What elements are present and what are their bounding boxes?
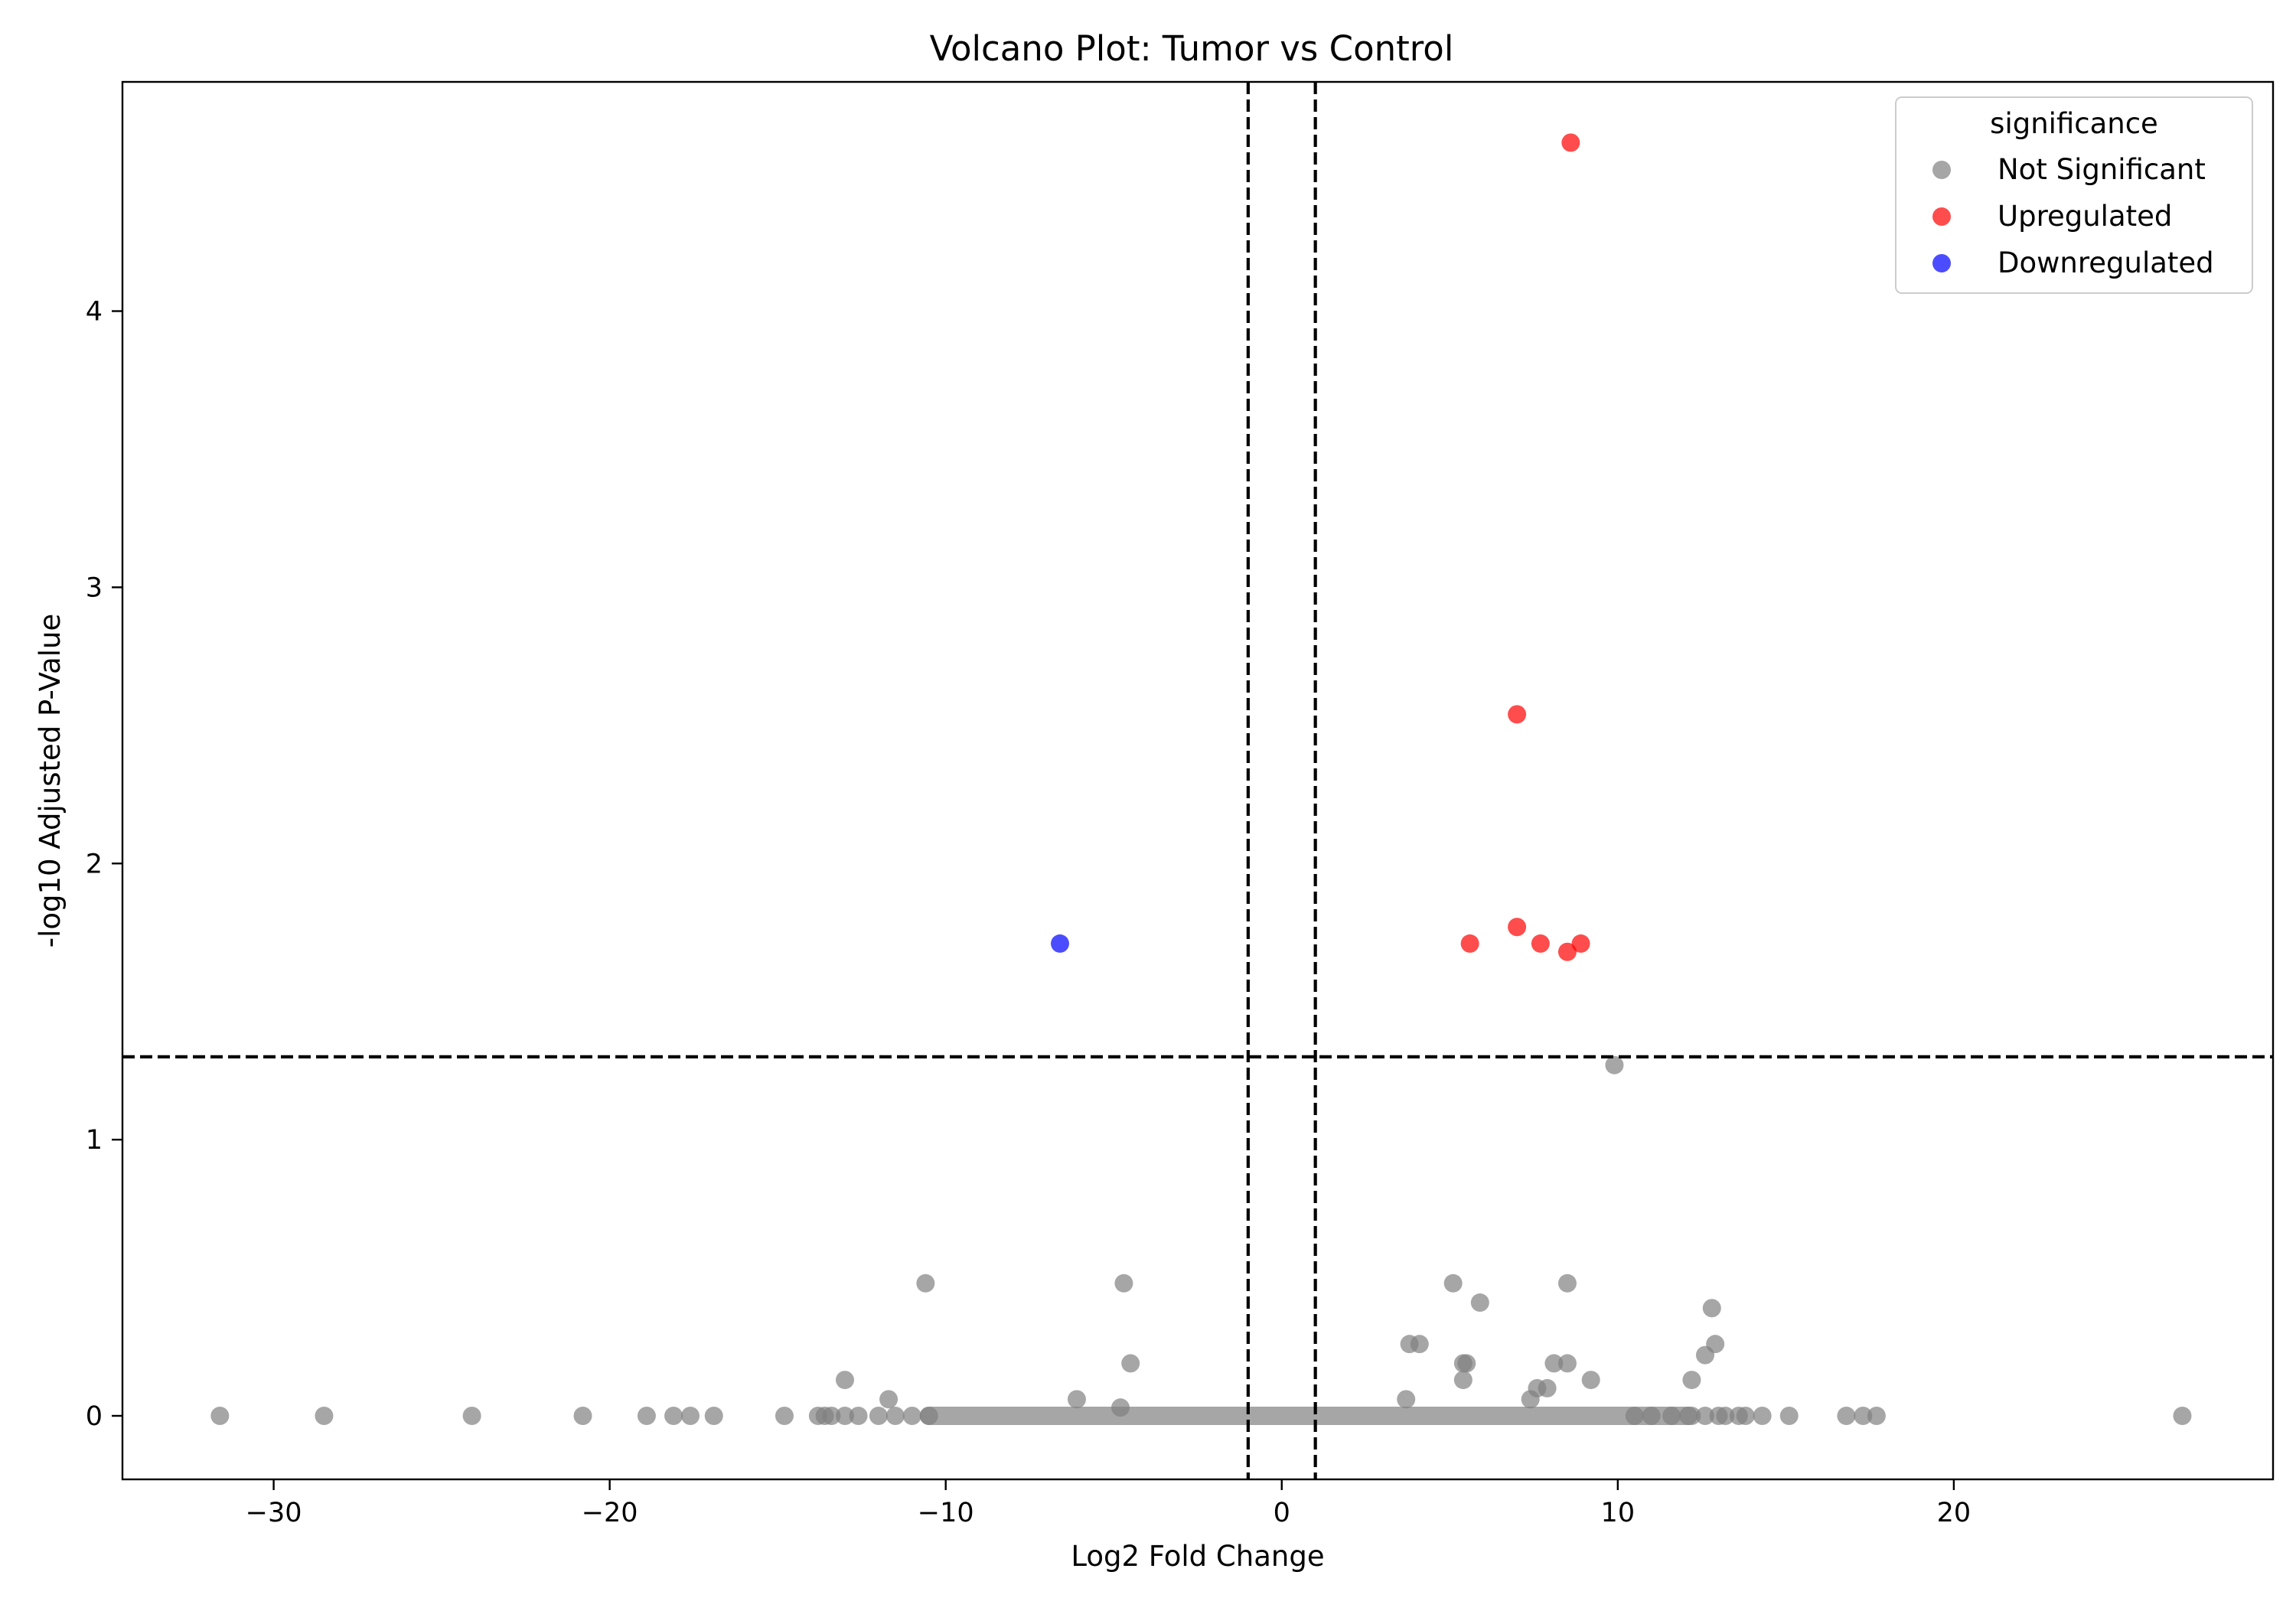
plot-marks xyxy=(122,82,2273,1479)
data-point xyxy=(1695,1407,1714,1425)
x-tick-label: −30 xyxy=(246,1498,302,1528)
series-upregulated xyxy=(1460,133,1590,961)
x-tick-label: −20 xyxy=(582,1498,638,1528)
data-point xyxy=(1508,918,1527,937)
data-point xyxy=(835,1371,854,1390)
data-point xyxy=(1702,1299,1721,1318)
data-point xyxy=(1410,1335,1429,1354)
data-point xyxy=(1736,1407,1755,1425)
data-point xyxy=(1682,1371,1701,1390)
data-point xyxy=(1050,934,1069,953)
x-axis: −30 −20 −10 0 10 20 xyxy=(246,1479,1971,1528)
legend-marker-not-significant xyxy=(1932,161,1951,179)
x-tick-label: −10 xyxy=(918,1498,974,1528)
data-point xyxy=(1111,1398,1130,1417)
y-tick-label: 2 xyxy=(86,849,103,879)
data-point xyxy=(210,1407,230,1425)
legend-label-downregulated: Downregulated xyxy=(1998,246,2214,279)
data-point xyxy=(1557,1273,1577,1293)
plot-frame xyxy=(121,80,2275,1481)
data-point xyxy=(1706,1335,1725,1354)
data-point xyxy=(1867,1407,1886,1425)
data-point xyxy=(1662,1407,1681,1425)
series-downregulated xyxy=(1050,934,1069,953)
data-point xyxy=(1557,942,1577,961)
data-point xyxy=(879,1390,899,1409)
data-point xyxy=(849,1407,868,1425)
data-point xyxy=(775,1407,794,1425)
data-point xyxy=(1679,1407,1698,1425)
data-point xyxy=(664,1407,683,1425)
data-point xyxy=(1067,1390,1086,1409)
y-axis: 0 1 2 3 4 xyxy=(86,297,122,1432)
data-point xyxy=(637,1407,656,1425)
data-point xyxy=(1460,934,1479,953)
data-point xyxy=(1121,1354,1140,1373)
data-point xyxy=(1561,133,1580,152)
data-point xyxy=(1716,1407,1735,1425)
data-point xyxy=(1397,1390,1416,1409)
data-point xyxy=(902,1407,921,1425)
legend-marker-upregulated xyxy=(1932,207,1951,226)
data-point xyxy=(916,1273,935,1293)
chart-title: Volcano Plot: Tumor vs Control xyxy=(930,28,1454,69)
data-point xyxy=(1508,705,1527,724)
data-point xyxy=(1854,1407,1873,1425)
data-point xyxy=(1114,1273,1133,1293)
data-point xyxy=(1605,1055,1624,1075)
data-point xyxy=(1837,1407,1856,1425)
legend-entries: Not Significant Upregulated Downregulated xyxy=(1932,153,2214,279)
legend-marker-downregulated xyxy=(1932,254,1951,272)
data-point xyxy=(315,1407,334,1425)
data-point xyxy=(1453,1371,1473,1390)
dense-point-band xyxy=(919,1407,1701,1425)
series-not-significant xyxy=(210,1055,2192,1425)
y-tick-label: 3 xyxy=(86,572,103,603)
data-point xyxy=(1538,1378,1557,1397)
data-point xyxy=(1470,1293,1489,1313)
data-point xyxy=(822,1407,841,1425)
legend-label-not-significant: Not Significant xyxy=(1998,153,2206,186)
data-point xyxy=(681,1407,700,1425)
data-point xyxy=(1544,1354,1564,1373)
legend-label-upregulated: Upregulated xyxy=(1998,200,2172,233)
data-point xyxy=(1581,1371,1600,1390)
data-point xyxy=(1753,1407,1772,1425)
data-point xyxy=(1642,1407,1661,1425)
legend-box xyxy=(1895,96,2253,294)
legend-title: significance xyxy=(1990,107,2158,140)
y-tick-label: 1 xyxy=(86,1125,103,1156)
x-axis-label: Log2 Fold Change xyxy=(1071,1540,1324,1573)
data-point xyxy=(2173,1407,2192,1425)
y-axis-label: -log10 Adjusted P-Value xyxy=(34,614,67,948)
x-tick-label: 20 xyxy=(1937,1498,1971,1528)
y-tick-label: 4 xyxy=(86,297,103,328)
legend: significance Not Significant Upregulated D… xyxy=(1895,96,2253,294)
x-tick-label: 0 xyxy=(1274,1498,1290,1528)
data-point xyxy=(1571,934,1590,953)
data-point xyxy=(1625,1407,1644,1425)
data-point xyxy=(1557,1354,1577,1373)
data-point xyxy=(869,1407,888,1425)
data-point xyxy=(462,1407,481,1425)
data-point xyxy=(1779,1407,1799,1425)
data-point xyxy=(704,1407,723,1425)
x-tick-label: 10 xyxy=(1601,1498,1636,1528)
data-point xyxy=(573,1407,592,1425)
data-point xyxy=(919,1407,938,1425)
y-tick-label: 0 xyxy=(86,1401,103,1432)
data-point xyxy=(1443,1273,1463,1293)
data-point xyxy=(885,1407,905,1425)
data-point xyxy=(1457,1354,1476,1373)
data-point xyxy=(835,1407,854,1425)
data-point xyxy=(1531,934,1550,953)
